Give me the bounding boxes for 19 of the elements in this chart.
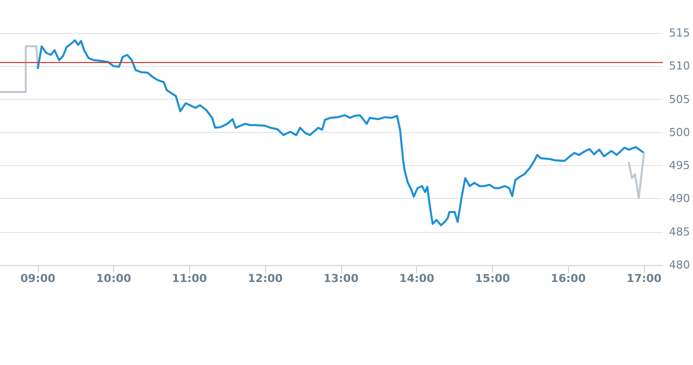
- x-tick-label: 10:00: [96, 272, 132, 285]
- y-tick-label: 515: [669, 26, 690, 40]
- y-tick-label: 490: [669, 192, 690, 206]
- y-tick-label: 485: [669, 225, 690, 238]
- x-tick-label: 13:00: [323, 272, 359, 285]
- y-tick-label: 500: [669, 126, 690, 139]
- x-tick-label: 12:00: [248, 272, 284, 285]
- y-tick-label: 505: [669, 92, 690, 106]
- y-tick-label: 495: [669, 159, 690, 172]
- line-series: [36, 39, 646, 226]
- x-tick-label: 09:00: [20, 272, 56, 285]
- y-tick-label: 480: [669, 258, 690, 272]
- line-series: [628, 152, 646, 200]
- x-tick-label: 15:00: [475, 272, 510, 285]
- x-tick-label: 17:00: [626, 272, 662, 285]
- x-tick-label: 11:00: [172, 272, 208, 285]
- y-tick-label: 510: [669, 60, 690, 73]
- x-tick-label: 16:00: [550, 272, 586, 285]
- x-tick-label: 14:00: [399, 272, 435, 285]
